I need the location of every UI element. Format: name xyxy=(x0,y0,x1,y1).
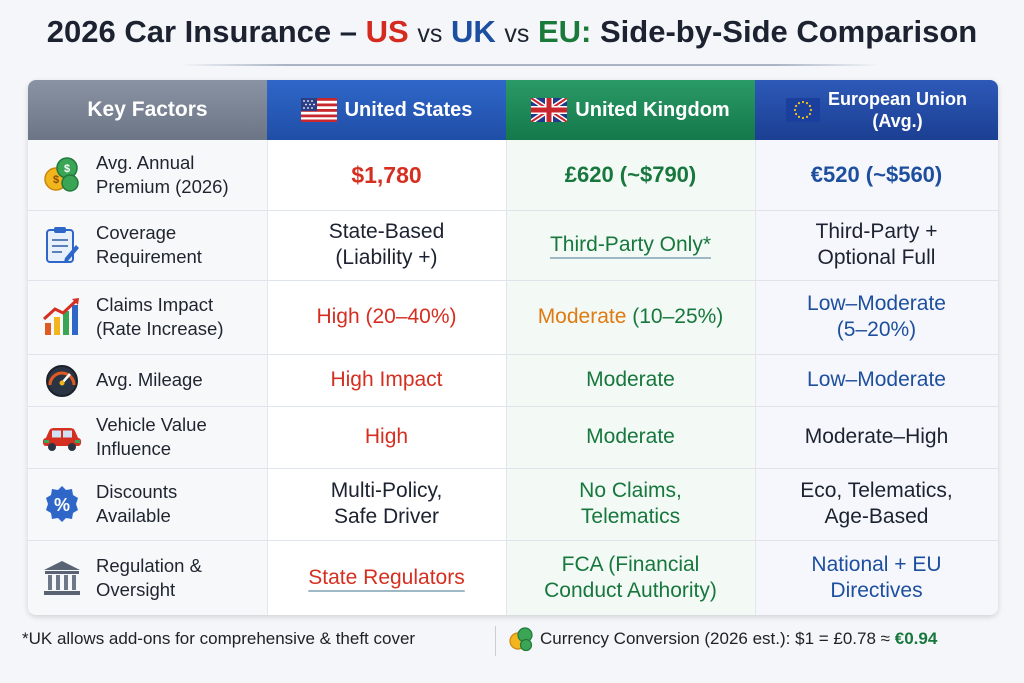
us-premium-value: $1,780 xyxy=(351,162,422,188)
title-divider xyxy=(180,64,880,66)
us-column-bg xyxy=(267,80,506,615)
us-flag-icon xyxy=(300,98,337,122)
uk-claims-level: Moderate xyxy=(537,305,627,328)
footnote: *UK allows add-ons for comprehensive & t… xyxy=(22,629,416,648)
us-vehicle-value: High xyxy=(364,425,409,448)
us-regulation-cell: State Regulators xyxy=(267,540,506,615)
column-divider xyxy=(267,140,268,615)
eu-mileage-value: Low–Moderate xyxy=(807,368,946,391)
svg-text:$: $ xyxy=(64,163,70,175)
eu-claims-value: Low–Moderate (5–20%) xyxy=(807,292,946,341)
header-european-union: European Union (Avg.) xyxy=(755,80,998,140)
factor-label: Vehicle Value Influence xyxy=(96,414,207,459)
title-eu: EU: xyxy=(537,14,592,49)
uk-discounts-value: No Claims, Telematics xyxy=(579,479,682,528)
uk-coverage-value: Third-Party Only* xyxy=(549,233,712,256)
us-discounts-value: Multi-Policy, Safe Driver xyxy=(330,479,443,528)
eu-premium-value: €520 (~$560) xyxy=(810,162,943,187)
title-uk: UK xyxy=(450,14,496,49)
eu-coverage-value: Third-Party + Optional Full xyxy=(815,220,938,269)
eu-discounts-value: Eco, Telematics, Age-Based xyxy=(800,479,953,528)
factor-label: Avg. Mileage xyxy=(96,369,203,390)
government-building-icon xyxy=(44,560,80,595)
eu-flag-icon xyxy=(786,98,820,122)
factor-coverage-requirement: Coverage Requirement xyxy=(28,210,267,280)
factor-label: Claims Impact (Rate Increase) xyxy=(96,294,224,339)
title-vs-1: vs xyxy=(417,20,443,48)
uk-coverage-cell: Third-Party Only* xyxy=(506,210,755,280)
page-title: 2026 Car Insurance – US vs UK vs EU: Sid… xyxy=(0,14,1024,50)
uk-mileage-value: Moderate xyxy=(586,368,675,391)
row-divider xyxy=(28,280,998,281)
coins-icon xyxy=(509,627,533,652)
header-european-union-label: European Union (Avg.) xyxy=(828,89,967,131)
coins-icon: $ $ xyxy=(44,157,79,192)
speedometer-icon xyxy=(46,365,78,397)
title-year: 2026 xyxy=(46,14,116,49)
clipboard-icon xyxy=(46,227,79,263)
uk-premium-value: £620 (~$790) xyxy=(564,162,697,187)
column-divider xyxy=(755,140,756,615)
uk-claims-cell: Moderate (10–25%) xyxy=(506,280,755,354)
factor-vehicle-value: Vehicle Value Influence xyxy=(28,406,267,468)
factor-label: Avg. Annual Premium (2026) xyxy=(96,152,229,197)
row-divider xyxy=(28,210,998,211)
factor-label: Discounts Available xyxy=(96,481,178,526)
uk-column-bg xyxy=(506,80,755,615)
uk-vehicle-value: Moderate xyxy=(586,425,675,448)
conversion-euro-value: €0.94 xyxy=(894,629,938,648)
title-suffix: Side-by-Side Comparison xyxy=(599,14,978,49)
column-divider xyxy=(506,140,507,615)
factor-discounts: % Discounts Available xyxy=(28,468,267,540)
factor-avg-annual-premium: $ $ Avg. Annual Premium (2026) xyxy=(28,140,267,210)
row-divider xyxy=(28,468,998,469)
currency-conversion: Currency Conversion (2026 est.): $1 = £0… xyxy=(508,626,937,652)
title-us: US xyxy=(365,14,409,49)
factor-regulation: Regulation & Oversight xyxy=(28,540,267,615)
header-united-kingdom: United Kingdom xyxy=(506,80,755,140)
chart-up-icon xyxy=(42,298,79,335)
factor-label: Coverage Requirement xyxy=(96,222,202,267)
svg-text:%: % xyxy=(54,495,70,515)
header-united-kingdom-label: United Kingdom xyxy=(575,98,730,121)
eu-column-bg xyxy=(755,80,998,615)
row-divider xyxy=(28,540,998,541)
title-vs-2: vs xyxy=(504,20,530,48)
uk-claims-range: (10–25%) xyxy=(632,305,724,328)
factor-label: Regulation & Oversight xyxy=(96,554,202,600)
us-regulation-value: State Regulators xyxy=(308,565,465,589)
eu-vehicle-value: Moderate–High xyxy=(804,425,949,448)
header-united-states-label: United States xyxy=(344,98,473,121)
row-divider xyxy=(28,406,998,407)
footer-divider xyxy=(495,626,496,656)
uk-flag-icon xyxy=(531,98,568,122)
percent-badge-icon: % xyxy=(46,486,78,522)
row-divider xyxy=(28,354,998,355)
factor-claims-impact: Claims Impact (Rate Increase) xyxy=(28,280,267,354)
header-united-states: United States xyxy=(267,80,506,140)
eu-regulation-value: National + EU Directives xyxy=(811,552,942,602)
factor-avg-mileage: Avg. Mileage xyxy=(28,354,267,406)
us-claims-value: High (20–40%) xyxy=(316,305,457,328)
car-icon xyxy=(43,428,81,451)
conversion-text: Currency Conversion (2026 est.): $1 = £0… xyxy=(540,629,890,648)
us-coverage-value: State-Based (Liability +) xyxy=(328,220,445,269)
svg-text:$: $ xyxy=(53,174,59,186)
header-key-factors-label: Key Factors xyxy=(87,98,208,121)
us-mileage-value: High Impact xyxy=(330,368,443,391)
title-prefix: Car Insurance – xyxy=(124,14,357,49)
comparison-table: Key Factors United States United Kingdom xyxy=(28,80,998,615)
uk-regulation-value: FCA (Financial Conduct Authority) xyxy=(544,552,717,602)
header-key-factors: Key Factors xyxy=(28,80,267,140)
